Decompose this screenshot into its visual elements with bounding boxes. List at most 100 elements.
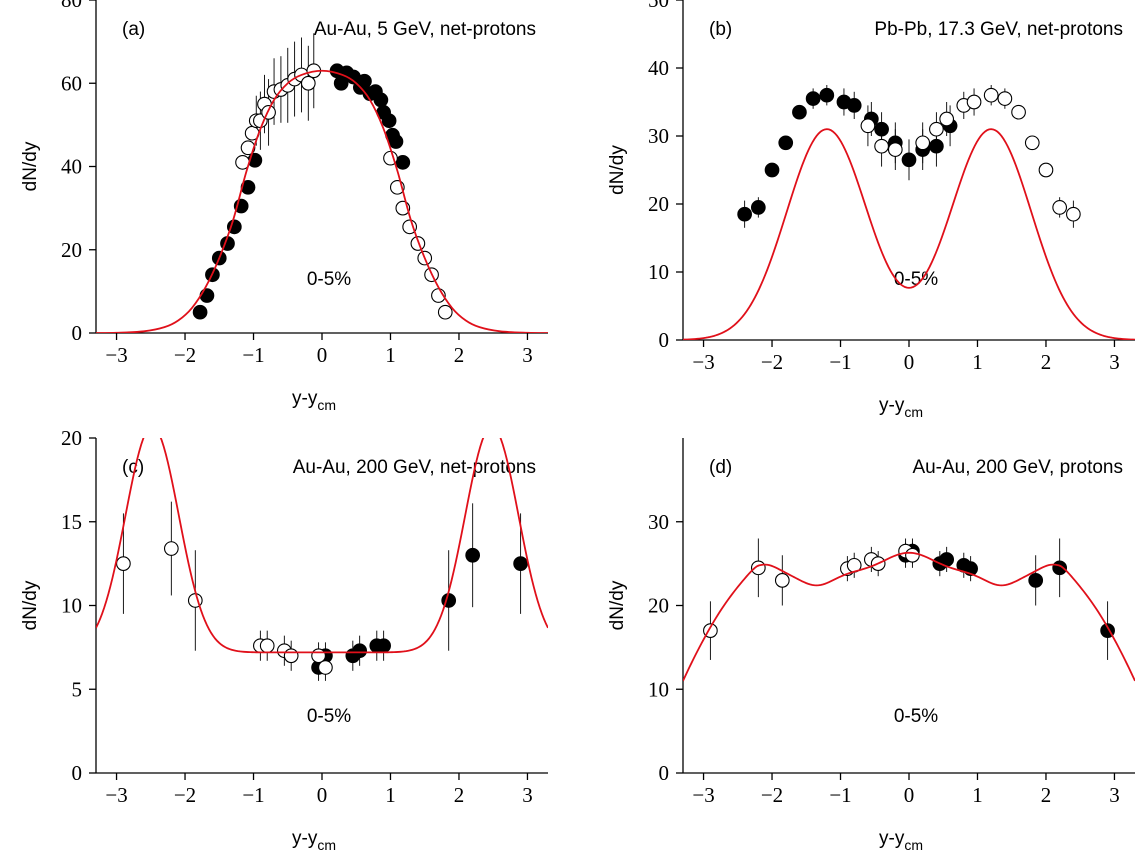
data-point-filled <box>352 643 368 659</box>
x-tick-label: 2 <box>454 343 465 367</box>
y-tick-label: 20 <box>648 594 669 618</box>
x-axis-label-main: y-y <box>879 395 905 416</box>
x-tick-label: −2 <box>761 350 783 374</box>
data-point-open <box>300 75 316 91</box>
panel-label: (a) <box>122 19 145 40</box>
x-axis-label-main: y-y <box>292 828 318 849</box>
data-point-open <box>116 556 131 571</box>
data-point-filled <box>764 162 780 178</box>
y-tick-label: 80 <box>61 0 82 12</box>
x-tick-label: −1 <box>829 350 851 374</box>
y-tick-label: 0 <box>72 761 83 785</box>
data-point-open <box>997 91 1013 106</box>
y-tick-label: 20 <box>61 426 82 450</box>
panel-c: −3 −2 −1 0 1 2 3 0 5 10 15 20 dN/dy y-ycm (c) Au-Au, 20… <box>20 426 548 853</box>
x-tick-label: −3 <box>692 783 714 807</box>
data-point-open <box>283 648 299 664</box>
x-tick-label: 3 <box>522 343 533 367</box>
data-point-filled <box>513 556 528 571</box>
y-tick-label: 0 <box>659 761 670 785</box>
data-point-open <box>860 118 876 134</box>
x-tick-label: −1 <box>242 343 264 367</box>
centrality-label: 0-5% <box>307 269 351 290</box>
data-point-open <box>163 541 179 556</box>
panel-label: (c) <box>122 457 144 478</box>
x-tick-label: −2 <box>174 783 196 807</box>
x-tick-label: 1 <box>385 343 396 367</box>
data-point-filled <box>192 304 208 320</box>
x-tick-label: −2 <box>761 783 783 807</box>
x-tick-label: 2 <box>1041 350 1052 374</box>
y-axis-label: dN/dy <box>607 580 628 630</box>
data-point-open <box>774 573 790 588</box>
x-tick-label: 3 <box>1109 783 1120 807</box>
x-tick-label: −3 <box>692 350 714 374</box>
x-tick-label: 1 <box>385 783 396 807</box>
fit-curve <box>683 128 1135 340</box>
data-point-open <box>437 304 453 320</box>
panel-title: Au-Au, 200 GeV, net-protons <box>293 457 536 478</box>
data-point-filled <box>376 638 391 654</box>
data-point-filled <box>1028 573 1044 588</box>
y-tick-label: 40 <box>648 56 669 80</box>
panel-title: Pb-Pb, 17.3 GeV, net-protons <box>874 19 1123 40</box>
centrality-label: 0-5% <box>894 706 938 727</box>
fit-curve <box>96 69 548 333</box>
data-point-filled <box>199 288 215 303</box>
y-tick-label: 10 <box>648 677 669 701</box>
x-axis-label-main: y-y <box>292 388 318 409</box>
x-tick-label: −2 <box>174 343 196 367</box>
data-point-open <box>410 236 426 251</box>
panel-title: Au-Au, 200 GeV, protons <box>912 457 1123 478</box>
x-tick-label: 1 <box>972 783 983 807</box>
data-point-filled <box>226 219 242 235</box>
data-point-open <box>1011 104 1026 120</box>
x-tick-label: −1 <box>242 783 264 807</box>
panel-label: (b) <box>709 19 732 40</box>
y-tick-label: 0 <box>72 321 83 345</box>
data-point-open <box>1052 200 1068 215</box>
y-tick-label: 5 <box>72 677 83 701</box>
x-axis-label-main: y-y <box>879 828 905 849</box>
x-axis-label: y-ycm <box>879 395 923 420</box>
y-tick-label: 0 <box>659 328 670 352</box>
y-axis-label: dN/dy <box>20 580 41 630</box>
y-tick-label: 30 <box>648 124 669 148</box>
x-tick-label: 3 <box>1109 350 1120 374</box>
data-point-filled <box>929 138 944 154</box>
data-point-filled <box>792 104 807 120</box>
data-point-open <box>261 105 276 120</box>
x-axis-label: y-ycm <box>879 828 923 853</box>
data-point-filled <box>465 547 481 563</box>
x-tick-label: 1 <box>972 350 983 374</box>
x-axis-label-sub: cm <box>317 837 336 853</box>
data-point-open <box>905 547 920 563</box>
data-point-filled <box>901 152 917 168</box>
fit-curve <box>683 551 1135 682</box>
panel-label: (d) <box>709 457 732 478</box>
data-point-filled <box>388 134 404 149</box>
data-point-open <box>1066 206 1081 222</box>
x-axis-label-sub: cm <box>904 404 923 420</box>
data-point-filled <box>846 98 862 113</box>
x-tick-label: −1 <box>829 783 851 807</box>
panel-title: Au-Au, 5 GeV, net-protons <box>314 19 536 40</box>
data-point-filled <box>373 92 389 108</box>
data-point-open <box>887 142 903 157</box>
data-point-filled <box>381 113 397 129</box>
x-tick-label: 0 <box>904 783 915 807</box>
y-tick-label: 15 <box>61 510 82 534</box>
data-point-open <box>259 638 275 654</box>
y-tick-label: 20 <box>61 238 82 262</box>
data-point-filled <box>778 135 794 151</box>
data-point-filled <box>737 206 752 222</box>
data-point-open <box>966 94 982 110</box>
panel-a: −3 −2 −1 0 1 2 3 0 20 40 60 80 dN/dy y-ycm (a) Au-Au, 5… <box>20 0 548 413</box>
x-axis-label: y-ycm <box>292 388 336 413</box>
data-point-open <box>318 660 333 675</box>
data-point-filled <box>805 91 821 106</box>
data-point-open <box>1024 135 1040 151</box>
y-tick-label: 10 <box>61 594 82 618</box>
